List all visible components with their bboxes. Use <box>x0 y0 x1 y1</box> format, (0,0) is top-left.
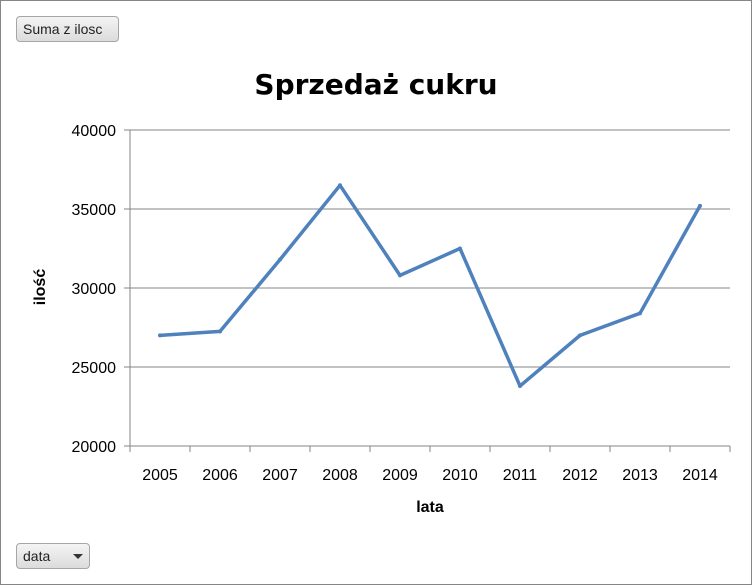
chart-title: Sprzedaż cukru <box>254 68 497 101</box>
axis-field-dropdown[interactable]: data <box>16 543 90 569</box>
x-tick-label: 2014 <box>682 467 718 484</box>
x-tick-label: 2008 <box>322 467 358 484</box>
data-point <box>518 383 522 388</box>
y-tick-label: 20000 <box>72 439 117 456</box>
data-point <box>278 257 282 262</box>
axis-field-label: data <box>23 548 51 564</box>
series-lines <box>158 183 702 388</box>
value-field-label: Suma z ilosc <box>23 21 103 37</box>
y-tick-labels: 20000 25000 30000 35000 40000 <box>72 123 117 456</box>
x-tick-label: 2005 <box>142 467 178 484</box>
x-tick-label: 2007 <box>262 467 298 484</box>
value-field-button[interactable]: Suma z ilosc <box>16 16 119 42</box>
gridlines <box>124 129 730 447</box>
axes <box>129 130 731 452</box>
data-point <box>398 273 402 278</box>
y-tick-label: 30000 <box>72 281 117 298</box>
data-point <box>158 333 162 338</box>
y-tick-label: 35000 <box>72 202 117 219</box>
x-tick-label: 2009 <box>382 467 418 484</box>
x-tick-label: 2006 <box>202 467 238 484</box>
data-point <box>698 203 702 208</box>
y-tick-label: 25000 <box>72 360 117 377</box>
data-point <box>458 246 462 251</box>
chevron-down-icon <box>73 553 83 559</box>
data-point <box>338 183 342 188</box>
x-tick-label: 2013 <box>622 467 658 484</box>
x-tick-labels: 2005 2006 2007 2008 2009 2010 2011 2012 2013 2014 <box>142 467 718 484</box>
data-point <box>218 329 222 334</box>
x-axis-label: lata <box>416 499 444 516</box>
y-axis-label: ilość <box>32 269 49 306</box>
x-tick-label: 2012 <box>562 467 598 484</box>
data-point <box>638 311 642 316</box>
y-tick-label: 40000 <box>72 123 117 140</box>
x-tick-label: 2010 <box>442 467 478 484</box>
data-point <box>578 333 582 338</box>
x-tick-label: 2011 <box>503 467 538 484</box>
series-line <box>158 183 702 388</box>
